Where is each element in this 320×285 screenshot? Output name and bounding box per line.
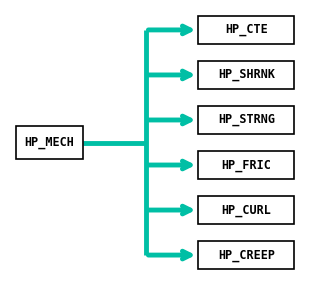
Text: HP_FRIC: HP_FRIC <box>221 158 271 172</box>
Text: HP_CTE: HP_CTE <box>225 23 268 36</box>
Text: HP_STRNG: HP_STRNG <box>218 113 275 127</box>
Bar <box>198 196 294 224</box>
Bar <box>198 241 294 269</box>
Text: HP_SHRNK: HP_SHRNK <box>218 68 275 82</box>
Bar <box>198 61 294 89</box>
Bar <box>198 16 294 44</box>
Bar <box>198 151 294 179</box>
Text: HP_CREEP: HP_CREEP <box>218 249 275 262</box>
Bar <box>198 106 294 134</box>
Bar <box>16 126 83 159</box>
Text: HP_MECH: HP_MECH <box>25 136 75 149</box>
Text: HP_CURL: HP_CURL <box>221 203 271 217</box>
